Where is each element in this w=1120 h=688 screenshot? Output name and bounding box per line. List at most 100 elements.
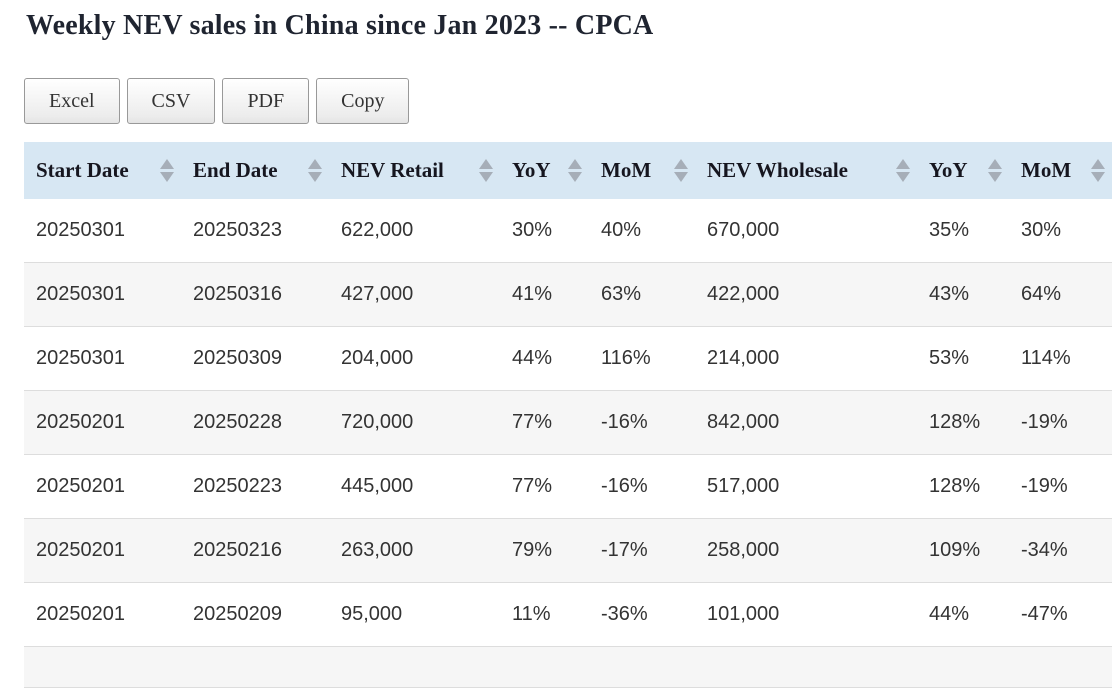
cell: 20250301	[36, 283, 125, 305]
sort-asc-icon	[1091, 158, 1105, 169]
column-header-2-nev-retail[interactable]: NEV Retail	[329, 142, 500, 199]
column-header-label: MoM	[1021, 158, 1072, 182]
table-row: 20250201 20250223 445,000 77% -16% 517,000 128…	[24, 454, 1112, 519]
export-toolbar: Excel CSV PDF Copy	[24, 78, 1112, 124]
cell: 422,000	[707, 283, 780, 305]
cell: 44%	[512, 347, 553, 369]
cell: 77%	[512, 411, 553, 433]
cell: 20250201	[36, 603, 125, 625]
cell: 20250323	[193, 219, 282, 241]
sort-asc-icon	[308, 158, 322, 169]
cell: 41%	[512, 283, 553, 305]
page-container: Weekly NEV sales in China since Jan 2023…	[24, 10, 1112, 688]
column-header-4-mom[interactable]: MoM	[589, 142, 695, 199]
sort-desc-icon	[674, 171, 688, 182]
sort-icons	[896, 158, 910, 182]
sort-icons	[479, 158, 493, 182]
cell	[695, 647, 917, 688]
sort-asc-icon	[896, 158, 910, 169]
cell: 116%	[601, 347, 651, 369]
column-header-label: MoM	[601, 158, 652, 182]
cell	[500, 647, 589, 688]
page-title: Weekly NEV sales in China since Jan 2023…	[26, 10, 654, 41]
column-header-label: NEV Retail	[341, 158, 444, 182]
cell	[917, 647, 1009, 688]
export-button-copy[interactable]: Copy	[316, 78, 410, 124]
column-header-label: NEV Wholesale	[707, 158, 848, 182]
column-header-label: Start Date	[36, 158, 129, 182]
column-header-label: YoY	[512, 158, 551, 182]
column-header-1-end-date[interactable]: End Date	[181, 142, 329, 199]
header-row: Start Date End Date NEV Retail YoY MoM NEV Wh…	[24, 142, 1112, 199]
cell: 842,000	[707, 411, 780, 433]
cell: 79%	[512, 539, 553, 561]
cell: -19%	[1021, 411, 1068, 433]
column-header-5-nev-wholesale[interactable]: NEV Wholesale	[695, 142, 917, 199]
cell: 20250301	[36, 347, 125, 369]
sort-asc-icon	[988, 158, 1002, 169]
cell: 622,000	[341, 219, 414, 241]
sort-icons	[568, 158, 582, 182]
cell: 43%	[929, 283, 970, 305]
sort-desc-icon	[308, 171, 322, 182]
sort-icons	[160, 158, 174, 182]
table-row: 20250201 20250209 95,000 11% -36% 101,000 44% -…	[24, 582, 1112, 647]
cell: -16%	[601, 475, 648, 497]
cell: 20250309	[193, 347, 282, 369]
sort-icons	[674, 158, 688, 182]
cell	[1009, 647, 1112, 688]
cell: 427,000	[341, 283, 414, 305]
cell: 204,000	[341, 347, 414, 369]
cell: 20250216	[193, 539, 282, 561]
cell: 720,000	[341, 411, 414, 433]
cell: 20250201	[36, 539, 125, 561]
sort-desc-icon	[988, 171, 1002, 182]
column-header-0-start-date[interactable]: Start Date	[24, 142, 181, 199]
cell: -34%	[1021, 539, 1068, 561]
table-row: 20250301 20250323 622,000 30% 40% 670,000 35% 3…	[24, 199, 1112, 263]
column-header-3-yoy[interactable]: YoY	[500, 142, 589, 199]
sort-desc-icon	[896, 171, 910, 182]
cell: 64%	[1021, 283, 1062, 305]
cell: -36%	[601, 603, 648, 625]
cell: 101,000	[707, 603, 780, 625]
table-row-partial	[24, 646, 1112, 688]
table-row: 20250301 20250309 204,000 44% 116% 214,000 53%…	[24, 326, 1112, 391]
cell: 670,000	[707, 219, 780, 241]
cell: 20250301	[36, 219, 125, 241]
cell: 77%	[512, 475, 553, 497]
cell: -16%	[601, 411, 648, 433]
cell: 20250209	[193, 603, 282, 625]
column-header-6-yoy[interactable]: YoY	[917, 142, 1009, 199]
table-row: 20250201 20250228 720,000 77% -16% 842,000 128…	[24, 390, 1112, 455]
cell: 445,000	[341, 475, 414, 497]
cell	[181, 647, 329, 688]
sort-icons	[1091, 158, 1105, 182]
export-button-excel[interactable]: Excel	[24, 78, 120, 124]
cell: 95,000	[341, 603, 403, 625]
cell: 63%	[601, 283, 642, 305]
cell: 214,000	[707, 347, 780, 369]
cell: 20250201	[36, 411, 125, 433]
sort-desc-icon	[479, 171, 493, 182]
cell	[329, 647, 500, 688]
sort-desc-icon	[1091, 171, 1105, 182]
export-button-csv[interactable]: CSV	[126, 78, 216, 124]
nev-sales-table: Start Date End Date NEV Retail YoY MoM NEV Wh…	[24, 142, 1112, 688]
sort-asc-icon	[674, 158, 688, 169]
cell: 128%	[929, 475, 981, 497]
column-header-7-mom[interactable]: MoM	[1009, 142, 1112, 199]
cell: 128%	[929, 411, 981, 433]
sort-asc-icon	[568, 158, 582, 169]
table-row: 20250301 20250316 427,000 41% 63% 422,000 43% 6…	[24, 262, 1112, 327]
cell: 263,000	[341, 539, 414, 561]
table-body: 20250301 20250323 622,000 30% 40% 670,000 35% 3…	[24, 199, 1112, 688]
sort-asc-icon	[479, 158, 493, 169]
cell: 109%	[929, 539, 981, 561]
export-button-pdf[interactable]: PDF	[222, 78, 310, 124]
column-header-label: YoY	[929, 158, 968, 182]
cell: 20250201	[36, 475, 125, 497]
cell: 35%	[929, 219, 970, 241]
cell: 20250228	[193, 411, 282, 433]
sort-desc-icon	[568, 171, 582, 182]
